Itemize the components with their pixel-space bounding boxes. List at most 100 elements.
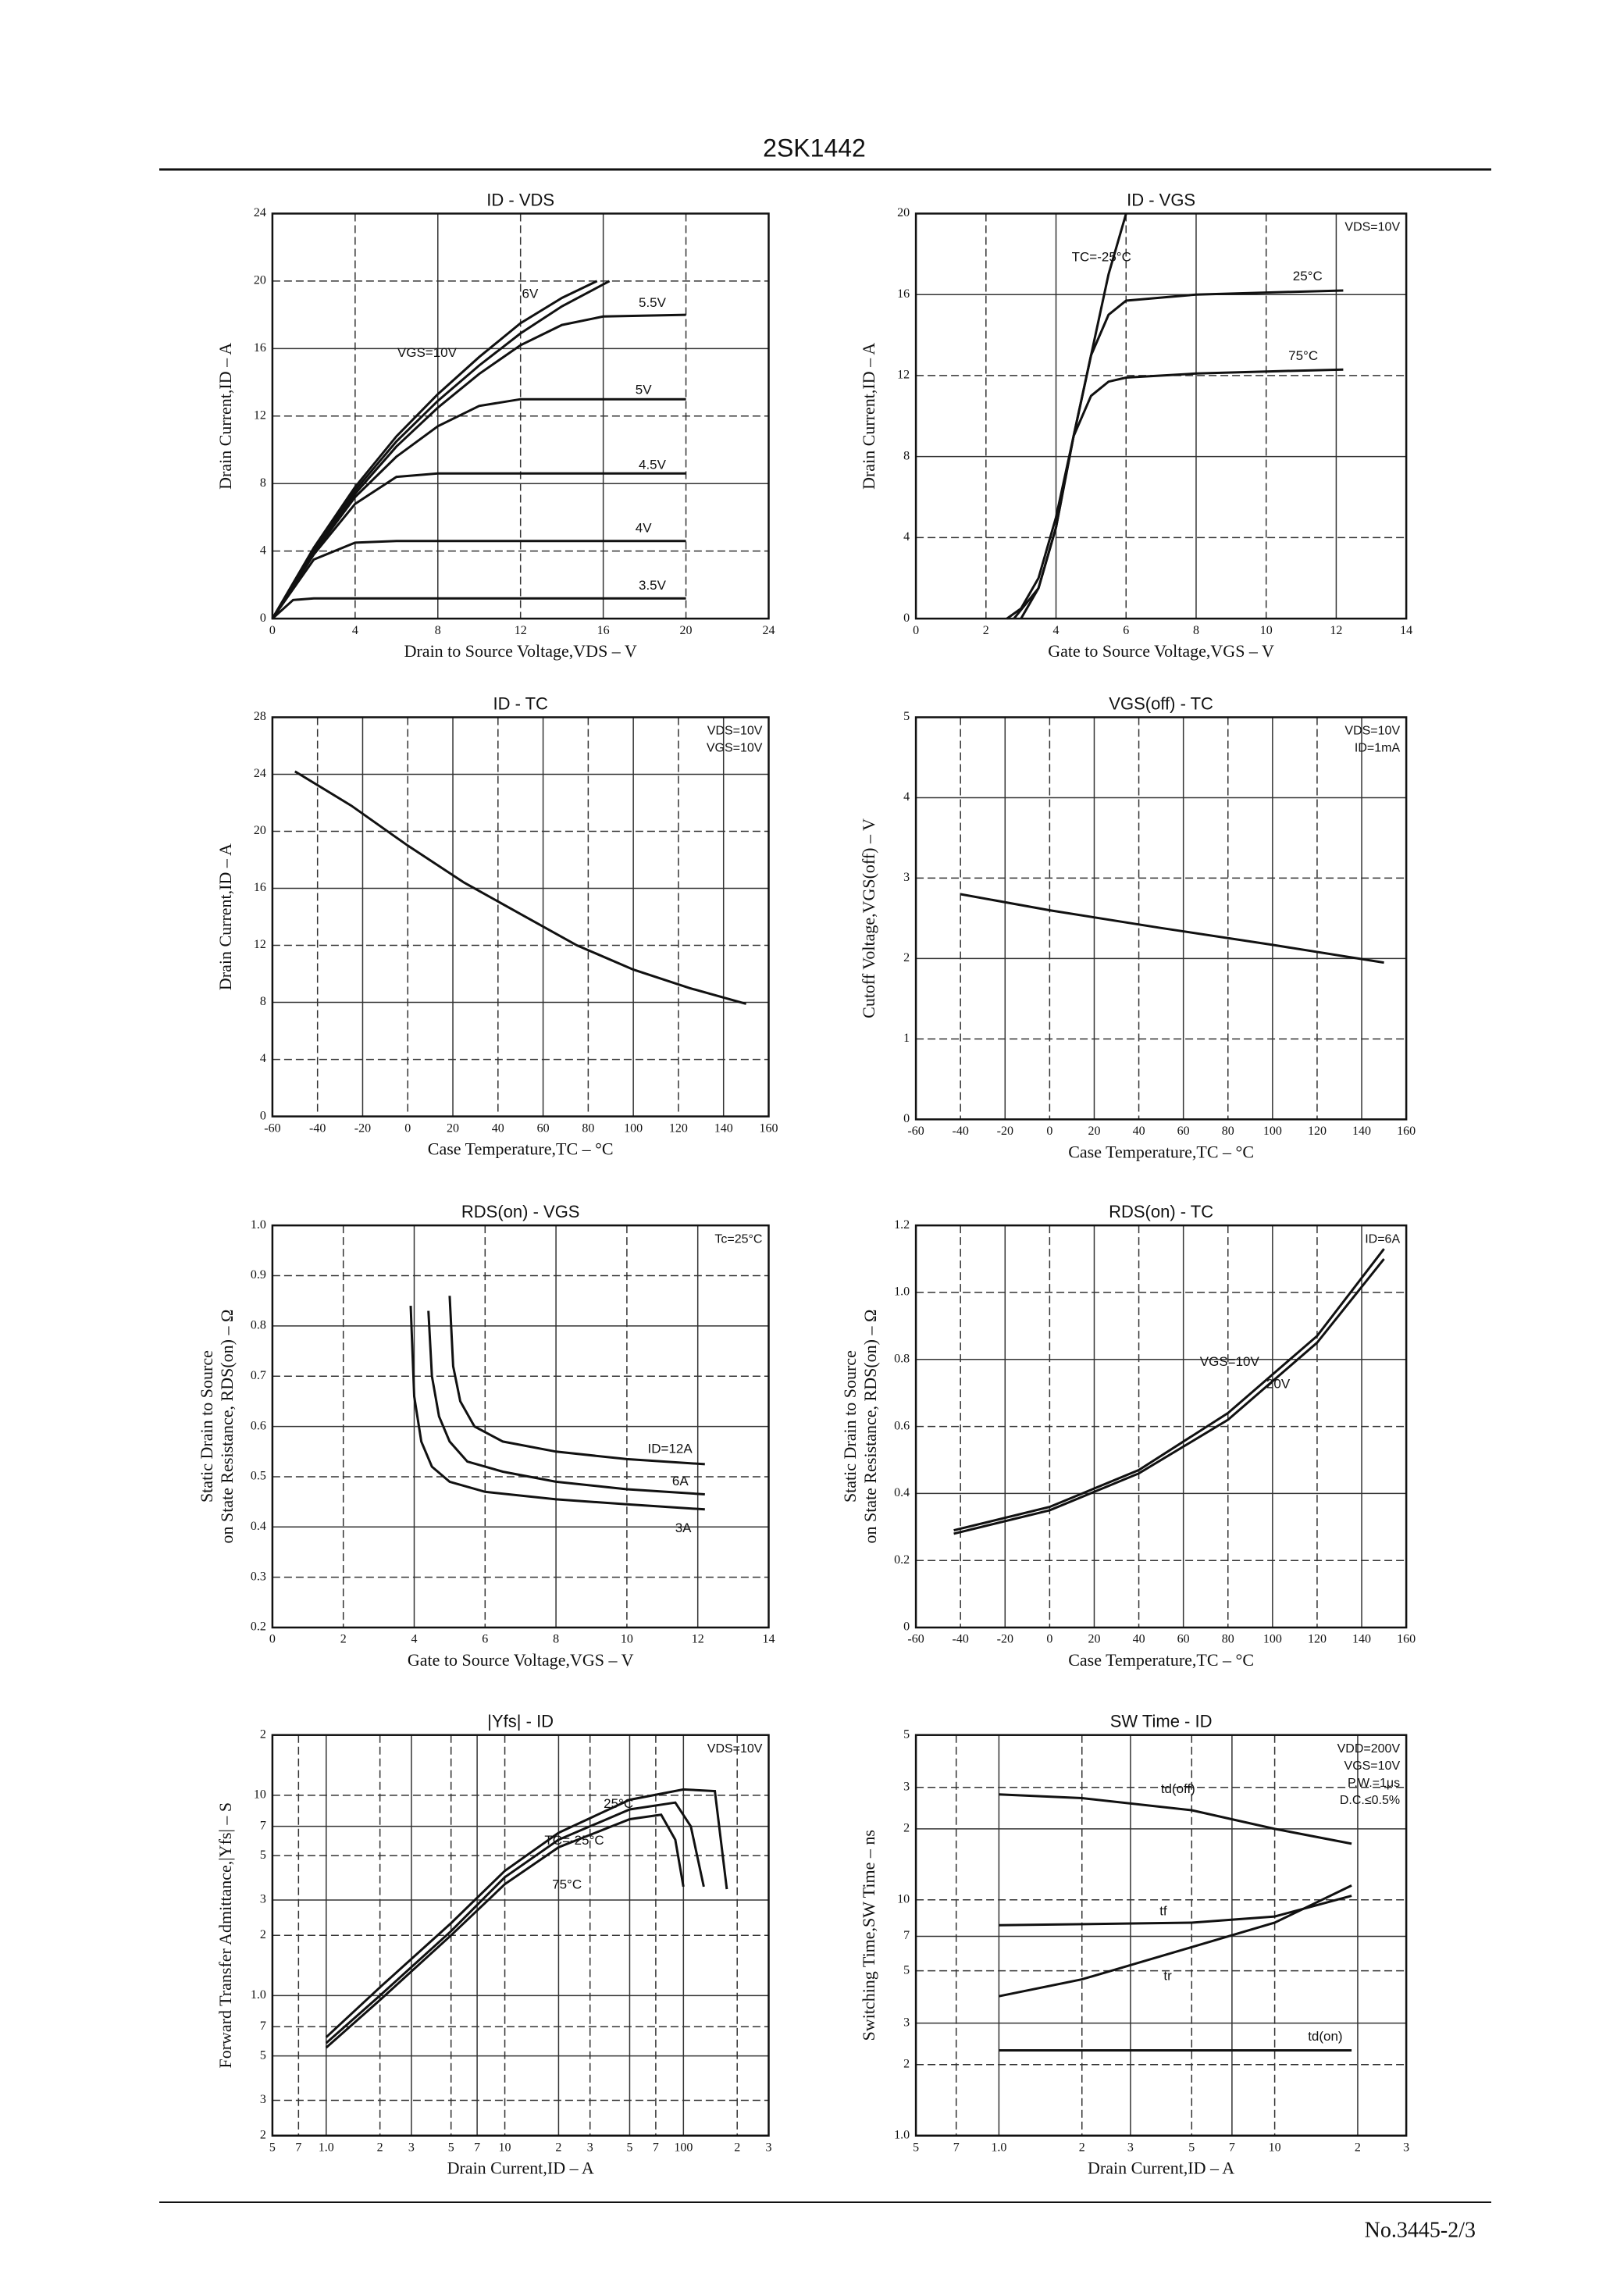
series-label: 20V xyxy=(1266,1376,1291,1391)
y-axis-label: Static Drain to Source xyxy=(840,1350,860,1503)
y-tick-label: 0.2 xyxy=(894,1553,910,1567)
x-tick-label: -40 xyxy=(309,1121,326,1135)
x-tick-label: 7 xyxy=(653,2141,659,2154)
series-line xyxy=(448,1296,705,1466)
series-label: 5V xyxy=(636,382,652,397)
x-tick-label: 60 xyxy=(1177,1633,1190,1646)
y-tick-label: 0.8 xyxy=(894,1352,910,1365)
x-tick-label: 8 xyxy=(435,624,441,637)
y-tick-label: 20 xyxy=(254,274,266,287)
series-line xyxy=(271,280,611,619)
y-tick-label: 12 xyxy=(897,369,910,382)
series-label: 6A xyxy=(672,1474,689,1488)
series-line xyxy=(999,1884,1352,1998)
plot-frame xyxy=(914,716,1408,1121)
x-tick-label: 140 xyxy=(1352,1633,1371,1646)
x-tick-label: 3 xyxy=(765,2141,771,2154)
x-tick-label: -40 xyxy=(953,1125,969,1138)
series-label: ID=12A xyxy=(648,1441,693,1456)
y-tick-label: 5 xyxy=(260,2048,266,2062)
y-axis-label: Switching Time,SW Time – ns xyxy=(859,1830,878,2041)
y-tick-label: 7 xyxy=(260,1819,266,1832)
y-tick-label: 3 xyxy=(903,2016,910,2029)
series-line xyxy=(294,770,747,1005)
y-tick-label: 5 xyxy=(903,1727,910,1741)
plot-frame xyxy=(271,1734,770,2137)
x-tick-label: 0 xyxy=(269,1633,276,1646)
x-tick-label: 4 xyxy=(411,1633,418,1646)
x-tick-label: 0 xyxy=(1046,1633,1052,1646)
x-tick-label: -60 xyxy=(907,1633,924,1646)
y-tick-label: 10 xyxy=(254,1788,266,1802)
x-tick-label: 3 xyxy=(587,2141,593,2154)
series-line xyxy=(271,397,686,619)
y-axis-label: Drain Current,ID – A xyxy=(215,843,235,990)
y-tick-label: 4 xyxy=(260,1052,266,1065)
x-tick-label: 160 xyxy=(1397,1633,1416,1646)
y-tick-label: 3 xyxy=(903,871,910,884)
series-label: td(off) xyxy=(1161,1781,1195,1796)
x-tick-label: 0 xyxy=(1046,1125,1052,1138)
x-tick-label: 20 xyxy=(680,624,693,637)
chart-title: ID - TC xyxy=(493,693,548,713)
y-tick-label: 2 xyxy=(903,951,910,964)
x-tick-label: 0 xyxy=(913,624,919,637)
x-tick-label: 100 xyxy=(1263,1633,1282,1646)
series-label: TC=-25°C xyxy=(1072,250,1131,265)
chart-title: |Yfs| - ID xyxy=(487,1712,554,1731)
series-line xyxy=(271,280,598,619)
y-tick-label: 7 xyxy=(260,2020,266,2033)
x-tick-label: 1.0 xyxy=(991,2141,1006,2154)
series-line xyxy=(271,472,686,619)
x-tick-label: 16 xyxy=(597,624,610,637)
x-tick-label: 120 xyxy=(1308,1633,1327,1646)
x-tick-label: 100 xyxy=(624,1121,643,1135)
annotation: ID=1mA xyxy=(1355,742,1401,755)
series-line xyxy=(271,597,686,620)
x-tick-label: 2 xyxy=(1355,2141,1361,2154)
x-tick-label: 10 xyxy=(621,1633,633,1646)
y-tick-label: 20 xyxy=(897,206,910,219)
annotation: VDS=10V xyxy=(1344,221,1400,234)
y-axis-label: Drain Current,ID – A xyxy=(859,343,878,490)
x-axis-label: Case Temperature,TC – °C xyxy=(1068,1142,1254,1161)
x-axis-label: Gate to Source Voltage,VGS – V xyxy=(408,1650,634,1670)
y-tick-label: 0.4 xyxy=(894,1486,910,1499)
x-tick-label: 14 xyxy=(762,1633,775,1646)
y-tick-label: 0.4 xyxy=(251,1520,266,1533)
x-tick-label: -20 xyxy=(997,1125,1013,1138)
x-axis-label: Case Temperature,TC – °C xyxy=(428,1139,614,1159)
y-tick-label: 8 xyxy=(260,476,266,490)
y-tick-label: 24 xyxy=(254,206,266,219)
y-tick-label: 0.6 xyxy=(251,1419,266,1432)
series-line xyxy=(271,313,686,619)
annotation: P.W.=1μs xyxy=(1348,1777,1400,1790)
y-tick-label: 2 xyxy=(260,2128,266,2141)
y-tick-label: 5 xyxy=(903,710,910,723)
x-tick-label: 120 xyxy=(669,1121,688,1135)
series-label: 5.5V xyxy=(639,295,667,310)
series-label: 4V xyxy=(636,521,652,536)
x-axis-label: Gate to Source Voltage,VGS – V xyxy=(1048,641,1274,661)
chart-title: VGS(off) - TC xyxy=(1109,693,1213,713)
y-tick-label: 0.3 xyxy=(251,1570,266,1583)
x-tick-label: 20 xyxy=(1088,1633,1100,1646)
series-label: 6V xyxy=(522,287,539,301)
plot-frame xyxy=(271,716,770,1118)
x-tick-label: 7 xyxy=(295,2141,301,2154)
series-label: 75°C xyxy=(1288,348,1318,363)
x-tick-label: 140 xyxy=(1352,1125,1371,1138)
x-tick-label: 20 xyxy=(1088,1125,1100,1138)
x-tick-label: 2 xyxy=(734,2141,740,2154)
y-tick-label: 1.0 xyxy=(894,1285,910,1299)
x-tick-label: 4 xyxy=(1053,624,1060,637)
x-tick-label: 12 xyxy=(1330,624,1342,637)
x-tick-label: 80 xyxy=(1222,1125,1234,1138)
x-tick-label: 8 xyxy=(553,1633,559,1646)
x-tick-label: 10 xyxy=(1260,624,1273,637)
annotation: VDD=200V xyxy=(1337,1742,1401,1756)
annotation: ID=6A xyxy=(1365,1232,1400,1246)
annotation: VDS=10V xyxy=(707,1742,763,1756)
x-tick-label: 0 xyxy=(269,624,276,637)
annotation: Tc=25°C xyxy=(714,1232,762,1246)
